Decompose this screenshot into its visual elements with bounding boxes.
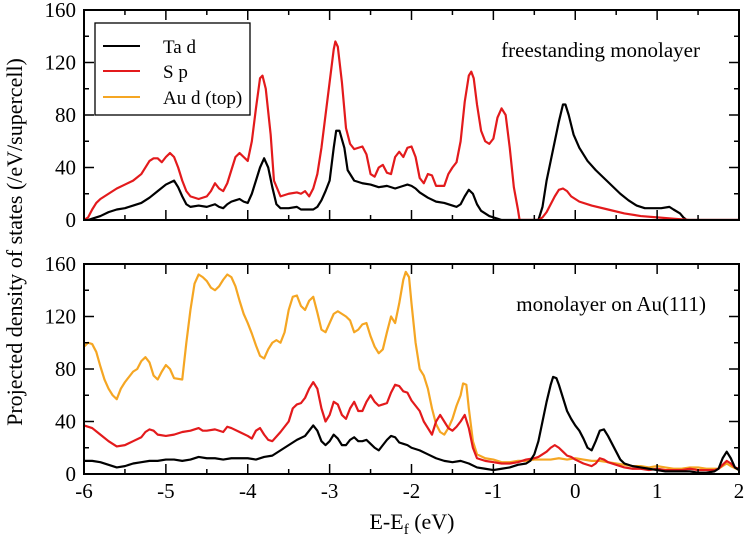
- x-tick-label: 1: [652, 479, 663, 503]
- x-tick-label: -1: [485, 479, 503, 503]
- annotation-on-au111: monolayer on Au(111): [516, 292, 706, 316]
- legend-label-ta-d: Ta d: [163, 37, 196, 58]
- x-axis-title-unit: (eV): [409, 509, 455, 534]
- x-axis-title-main: E-E: [369, 509, 403, 534]
- panel-freestanding: 0 40 80 120 160 freestanding monolayer: [45, 0, 740, 232]
- x-tick-label: -3: [321, 479, 339, 503]
- annotation-freestanding: freestanding monolayer: [501, 38, 700, 62]
- legend-label-au-d-top: Au d (top): [163, 88, 242, 109]
- x-tick-label: -2: [403, 479, 421, 503]
- x-tick-label: -5: [157, 479, 175, 503]
- x-axis-title: E-Ef (eV): [369, 509, 454, 538]
- y-axis-title: Projected density of states (/eV/superce…: [2, 58, 27, 426]
- y-tick-label: 160: [45, 0, 77, 22]
- x-tick-label: -4: [239, 479, 257, 503]
- x-tick-label: -6: [75, 479, 93, 503]
- x-tick-label: 2: [734, 479, 745, 503]
- y-tick-label: 120: [45, 51, 77, 75]
- y-tick-label: 0: [66, 462, 77, 486]
- series-line-ta-d-bottom: [84, 375, 739, 474]
- series-line-s-p-top: [84, 40, 739, 220]
- y-tick-label: 120: [45, 305, 77, 329]
- legend-box: [94, 22, 251, 116]
- y-tick-label: 80: [55, 103, 76, 127]
- y-tick-label: 0: [66, 208, 77, 232]
- legend: Ta d S p Au d (top): [94, 22, 251, 116]
- y-tick-label: 80: [55, 357, 76, 381]
- y-tick-label: 160: [45, 252, 77, 276]
- panel-on-au111: 0 40 80 120 160 -6 -5 -4 -3 -2 -1 0 1 2 monolayer on …: [45, 252, 745, 503]
- y-tick-label: 40: [55, 156, 76, 180]
- series-line-s-p-bottom: [84, 381, 739, 472]
- x-axis-title-subscript: f: [404, 522, 409, 538]
- series-line-ta-d-top: [84, 103, 739, 220]
- x-tick-label: 0: [570, 479, 581, 503]
- legend-label-s-p: S p: [163, 62, 188, 83]
- y-tick-label: 40: [55, 410, 76, 434]
- series-line-au-d-top-bottom: [84, 270, 739, 472]
